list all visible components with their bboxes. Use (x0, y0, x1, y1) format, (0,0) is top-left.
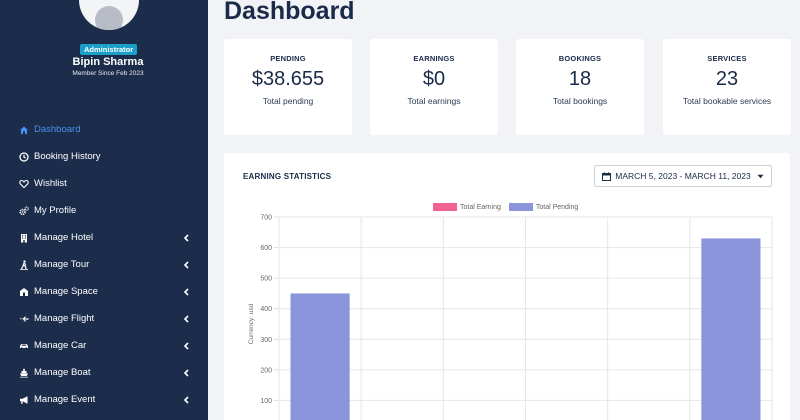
sidebar-item-label: Manage Boat (34, 367, 91, 378)
stat-subtitle: Total bookings (552, 96, 608, 106)
house-icon (19, 287, 29, 297)
legend-item-pending[interactable]: Total Pending (508, 203, 579, 211)
home-icon (19, 125, 29, 135)
sidebar-item-label: My Profile (34, 205, 77, 216)
sidebar-item-manage-car[interactable]: Manage Car (0, 332, 208, 359)
megaphone-icon (19, 395, 29, 405)
sidebar-item-label: Manage Hotel (34, 232, 94, 243)
y-tick-label: 200 (260, 367, 272, 374)
avatar[interactable] (79, 0, 139, 30)
y-tick-label: 500 (260, 276, 272, 283)
y-tick-label: 700 (260, 215, 272, 222)
earning-statistics-card: EARNING STATISTICS MARCH 5, 2023 - MARCH… (224, 153, 790, 420)
chart-legend: Total Earning Total Pending (433, 203, 586, 211)
stat-value: $38.655 (251, 68, 325, 90)
sidebar-item-manage-tour[interactable]: Manage Tour (0, 251, 208, 278)
hiker-icon (19, 259, 29, 270)
chevron-left-icon[interactable] (182, 341, 190, 350)
sidebar-item-label: Manage Tour (34, 259, 90, 270)
stat-subtitle: Total pending (262, 96, 314, 106)
stat-subtitle: Total bookable services (682, 96, 772, 106)
sidebar-item-label: Manage Flight (34, 313, 95, 324)
date-range-label: MARCH 5, 2023 - MARCH 11, 2023 (615, 171, 751, 181)
chevron-left-icon[interactable] (182, 260, 190, 269)
sidebar-item-label: Manage Car (34, 340, 87, 351)
legend-item-earning[interactable]: Total Earning (433, 203, 501, 211)
stat-value: 18 (568, 68, 592, 90)
stat-value: $0 (422, 68, 446, 90)
member-since: Member Since Feb 2023 (72, 70, 144, 77)
calendar-icon (602, 171, 612, 181)
sidebar-item-label: Manage Event (34, 394, 96, 405)
y-axis-title: Currency: usd (248, 303, 255, 344)
stat-card-pending: PENDING $38.655 Total pending (224, 39, 352, 135)
stat-card-earnings: EARNINGS $0 Total earnings (370, 39, 498, 135)
sidebar-item-my-profile[interactable]: My Profile (0, 197, 208, 224)
sidebar: Administrator Bipin Sharma Member Since … (0, 0, 208, 420)
stat-card-bookings: BOOKINGS 18 Total bookings (516, 39, 644, 135)
stat-card-services: SERVICES 23 Total bookable services (663, 39, 791, 135)
chart-title: EARNING STATISTICS (243, 172, 332, 181)
earning-chart: 100 200 300 400 500 600 700 Currency: usd (248, 215, 773, 420)
date-range-picker[interactable]: MARCH 5, 2023 - MARCH 11, 2023 (594, 165, 772, 187)
sidebar-item-label: Booking History (34, 151, 101, 162)
sidebar-item-label: Manage Space (34, 286, 98, 297)
stat-title: BOOKINGS (558, 54, 602, 63)
legend-label: Total Pending (535, 203, 579, 211)
y-tick-label: 300 (260, 337, 272, 344)
sidebar-item-booking-history[interactable]: Booking History (0, 143, 208, 170)
y-tick-label: 600 (260, 245, 272, 252)
y-tick-label: 400 (260, 306, 272, 313)
sidebar-item-dashboard[interactable]: Dashboard (0, 116, 208, 143)
bar-pending (701, 238, 761, 420)
sidebar-item-wishlist[interactable]: Wishlist (0, 170, 208, 197)
chevron-left-icon[interactable] (182, 395, 190, 404)
stat-title: SERVICES (707, 54, 747, 63)
stat-subtitle: Total earnings (407, 96, 461, 106)
sidebar-item-manage-boat[interactable]: Manage Boat (0, 359, 208, 386)
chevron-left-icon[interactable] (182, 368, 190, 377)
sidebar-item-label: Dashboard (34, 124, 81, 135)
bar-pending (290, 293, 350, 420)
stat-title: EARNINGS (413, 54, 455, 63)
sidebar-item-manage-space[interactable]: Manage Space (0, 278, 208, 305)
sidebar-item-manage-event[interactable]: Manage Event (0, 386, 208, 413)
stat-value: 23 (715, 68, 739, 90)
building-icon (19, 233, 29, 243)
chevron-left-icon[interactable] (182, 287, 190, 296)
legend-swatch (433, 203, 457, 211)
user-name: Bipin Sharma (72, 56, 144, 68)
ship-icon (19, 368, 29, 378)
sidebar-item-label: Wishlist (34, 178, 67, 189)
legend-label: Total Earning (460, 203, 501, 211)
page-title: Dashboard (224, 0, 355, 25)
plane-icon (19, 314, 29, 324)
cogs-icon (19, 205, 29, 216)
caret-down-icon (757, 174, 764, 179)
stat-title: PENDING (270, 54, 306, 63)
y-tick-label: 100 (260, 398, 272, 405)
role-badge: Administrator (80, 44, 138, 55)
legend-swatch (508, 203, 533, 211)
car-icon (19, 341, 29, 351)
chevron-left-icon[interactable] (182, 233, 190, 242)
chevron-left-icon[interactable] (182, 314, 190, 323)
clock-icon (19, 151, 29, 162)
sidebar-item-manage-hotel[interactable]: Manage Hotel (0, 224, 208, 251)
sidebar-nav: Dashboard Booking History Wishlist My Pr… (0, 116, 208, 413)
heart-icon (19, 179, 29, 189)
sidebar-item-manage-flight[interactable]: Manage Flight (0, 305, 208, 332)
